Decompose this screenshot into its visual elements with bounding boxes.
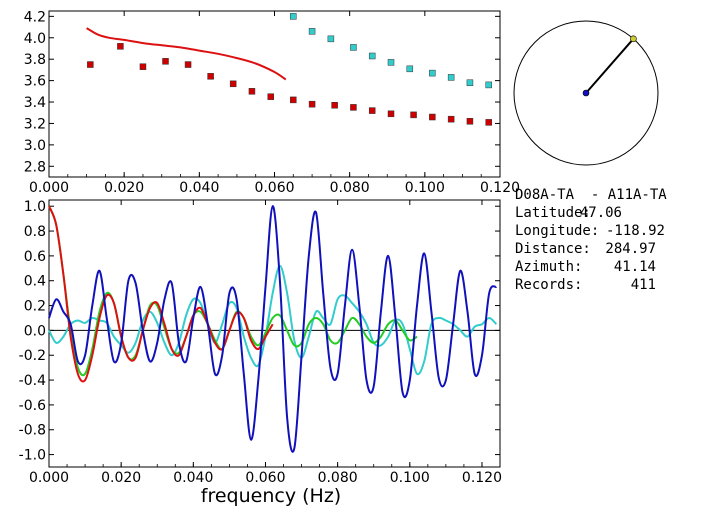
top-y-tick-label: 3.8 — [24, 52, 46, 68]
top-y-tick-label: 2.8 — [24, 159, 46, 175]
top-data-point — [447, 74, 455, 81]
top-y-tick-label: 3.0 — [24, 138, 46, 154]
bottom-x-tick-label: 0.000 — [29, 470, 69, 486]
top-data-point — [290, 96, 297, 104]
top-data-point — [162, 58, 169, 65]
bottom-y-tick-label: 0.0 — [24, 323, 46, 339]
bottom-plot-marks — [48, 205, 500, 453]
correlation-panel: 0.000 0.020 0.040 0.060 0.080 0.100 0.120 1.0 0.… — [19, 199, 502, 507]
azimuth-tip-dot — [630, 35, 637, 43]
top-x-tick-label: 0.100 — [405, 180, 445, 196]
longitude-value: -118.92 — [606, 223, 665, 239]
azimuth-value: 41.14 — [614, 259, 656, 275]
top-data-point — [466, 118, 474, 125]
top-data-point — [429, 113, 436, 121]
bottom-y-tick-label: -0.4 — [19, 373, 46, 389]
bottom-series-line-2 — [48, 205, 274, 383]
top-data-point — [485, 119, 492, 126]
x-axis-label: frequency (Hz) — [201, 485, 341, 507]
top-y-tick-label: 3.6 — [24, 74, 46, 90]
top-data-point — [207, 73, 214, 80]
bottom-y-tick-label: 0.8 — [24, 224, 46, 240]
top-y-tick-label: 4.2 — [24, 9, 46, 25]
top-data-point — [350, 44, 357, 51]
top-plot-frame — [48, 10, 501, 178]
phase-velocity-panel: 0.000 0.020 0.040 0.060 0.080 0.100 0.120 2.8 3.… — [24, 9, 520, 196]
top-data-point — [327, 35, 335, 43]
top-x-tick-label: 0.060 — [254, 180, 294, 196]
top-data-point — [387, 59, 395, 66]
top-data-point — [308, 100, 316, 108]
top-data-point — [184, 61, 192, 68]
top-plot-marks — [86, 13, 492, 126]
top-data-point — [308, 28, 316, 35]
top-x-tick-label: 0.080 — [330, 180, 370, 196]
bottom-y-tick-label: 0.2 — [24, 299, 46, 315]
azimuth-label: Azimuth: — [515, 259, 582, 275]
bottom-x-tick-label: 0.020 — [101, 470, 141, 486]
distance-value: 284.97 — [605, 241, 656, 257]
top-data-point — [410, 111, 417, 119]
top-data-point — [229, 80, 237, 88]
bottom-y-tick-label: 0.6 — [24, 249, 46, 265]
top-data-point — [139, 63, 147, 70]
top-data-point — [350, 104, 357, 111]
station-info: D08A-TA - A11A-TA Latitude: 47.06 Longit… — [515, 187, 667, 293]
top-data-point — [267, 93, 274, 100]
distance-label: Distance: — [515, 241, 591, 257]
top-data-point — [429, 69, 436, 77]
top-data-point — [331, 101, 338, 109]
top-axis-ticks: 0.000 0.020 0.040 0.060 0.080 0.100 0.120 2.8 3.… — [24, 9, 520, 196]
top-y-tick-label: 3.4 — [24, 95, 46, 111]
bottom-y-tick-label: -0.6 — [19, 398, 46, 414]
top-x-tick-label: 0.040 — [179, 180, 219, 196]
station-pair: D08A-TA - A11A-TA — [515, 187, 667, 203]
records-label: Records: — [515, 277, 582, 293]
latitude-value: 47.06 — [580, 205, 622, 221]
top-data-point — [387, 110, 395, 118]
compass-circle — [513, 20, 659, 166]
bottom-y-tick-label: -1.0 — [19, 448, 46, 464]
bottom-series-line-0 — [48, 264, 498, 376]
bottom-y-tick-label: -0.8 — [19, 423, 46, 439]
top-series-line-2 — [86, 27, 287, 81]
bottom-x-tick-label: 0.120 — [462, 470, 502, 486]
bottom-x-tick-label: 0.060 — [245, 470, 285, 486]
top-data-point — [485, 81, 492, 89]
latitude-label: Latitude: — [515, 205, 591, 221]
bottom-y-tick-label: -0.2 — [19, 348, 46, 364]
top-data-point — [248, 88, 256, 95]
top-y-tick-label: 4.0 — [24, 31, 46, 47]
top-x-tick-label: 0.020 — [104, 180, 144, 196]
top-data-point — [117, 43, 124, 50]
top-x-tick-label: 0.000 — [29, 180, 69, 196]
bottom-x-tick-label: 0.080 — [318, 470, 358, 486]
bottom-y-tick-label: 1.0 — [24, 199, 46, 215]
top-data-point — [466, 79, 474, 87]
azimuth-compass — [513, 20, 659, 166]
bottom-axis-ticks: 0.000 0.020 0.040 0.060 0.080 0.100 0.120 1.0 0.… — [19, 199, 502, 486]
top-x-tick-label: 0.120 — [480, 180, 520, 196]
bottom-x-tick-label: 0.040 — [173, 470, 213, 486]
top-y-tick-label: 3.2 — [24, 116, 46, 132]
longitude-label: Longitude: — [515, 223, 599, 239]
top-data-point — [368, 107, 376, 114]
bottom-series-line-3 — [48, 205, 498, 453]
top-data-point — [447, 115, 455, 123]
bottom-plot-frame — [48, 199, 501, 468]
azimuth-needle — [585, 38, 635, 94]
top-data-point — [290, 13, 297, 20]
bottom-y-tick-label: 0.4 — [24, 274, 46, 290]
top-data-point — [87, 61, 94, 68]
bottom-x-tick-label: 0.100 — [390, 470, 430, 486]
top-data-point — [406, 65, 414, 73]
station-center-dot — [582, 89, 590, 97]
records-value: 411 — [631, 277, 656, 293]
top-data-point — [368, 52, 376, 60]
